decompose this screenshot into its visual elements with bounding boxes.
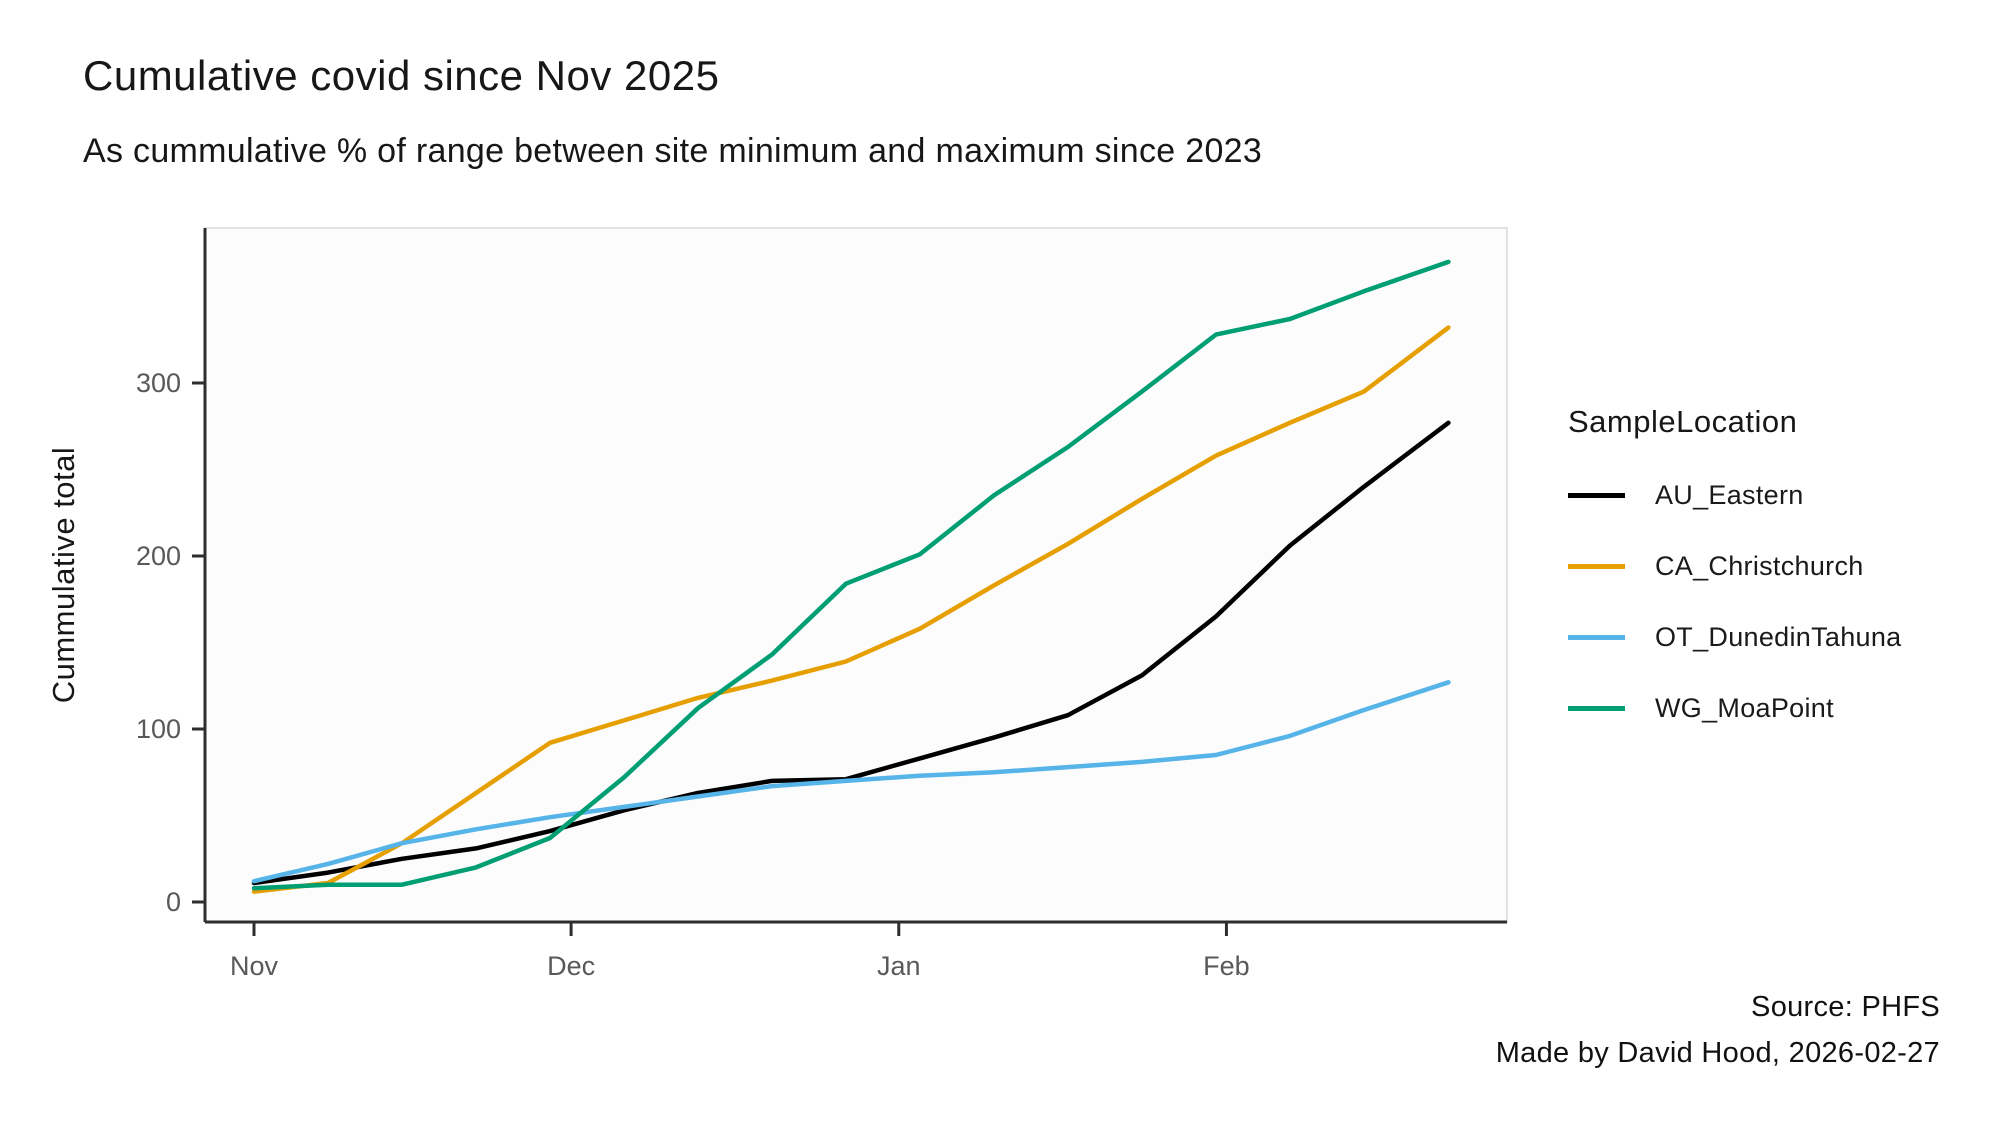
legend-line-swatch bbox=[1568, 706, 1625, 711]
legend-label: AU_Eastern bbox=[1655, 480, 1804, 510]
legend-label: CA_Christchurch bbox=[1655, 551, 1864, 581]
series-lines bbox=[251, 259, 1451, 894]
caption: Source: PHFS Made by David Hood, 2026-02… bbox=[1496, 984, 1940, 1077]
legend-line-swatch bbox=[1568, 635, 1625, 640]
series-line-WG_MoaPoint bbox=[251, 259, 1451, 891]
legend-item-WG_MoaPoint: WG_MoaPoint bbox=[1568, 693, 1901, 724]
chart-title: Cumulative covid since Nov 2025 bbox=[83, 52, 720, 99]
x-tick-label: Jan bbox=[877, 951, 921, 981]
legend-line-swatch bbox=[1568, 493, 1625, 498]
legend-item-OT_DunedinTahuna: OT_DunedinTahuna bbox=[1568, 622, 1901, 653]
x-tick-label: Feb bbox=[1203, 951, 1250, 981]
legend-item-AU_Eastern: AU_Eastern bbox=[1568, 480, 1901, 511]
y-tick-label: 100 bbox=[136, 714, 181, 744]
legend-items: AU_Eastern CA_Christchurch OT_DunedinTahun… bbox=[1568, 480, 1901, 764]
y-tick-label: 0 bbox=[166, 887, 181, 917]
caption-credit: Made by David Hood, 2026-02-27 bbox=[1495, 1037, 1940, 1070]
x-tick-label: Nov bbox=[230, 951, 279, 981]
x-tick-label: Dec bbox=[547, 951, 595, 981]
caption-source: Source: PHFS bbox=[1751, 991, 1940, 1023]
legend-title: SampleLocation bbox=[1568, 404, 1798, 439]
y-tick-label: 300 bbox=[136, 368, 181, 398]
series-line-OT_DunedinTahuna bbox=[251, 680, 1451, 884]
legend-item-CA_Christchurch: CA_Christchurch bbox=[1568, 551, 1901, 582]
axis-ticks: 0 100 200 300 Nov Dec Jan Feb bbox=[136, 368, 1250, 981]
chart-subtitle: As cummulative % of range between site m… bbox=[83, 132, 1263, 170]
series-line-CA_Christchurch bbox=[251, 325, 1451, 894]
plot-panel bbox=[204, 227, 1508, 923]
legend-label: OT_DunedinTahuna bbox=[1655, 622, 1902, 652]
y-tick-label: 200 bbox=[136, 541, 181, 571]
legend: SampleLocation AU_Eastern CA_Christchurch… bbox=[1568, 404, 1901, 764]
legend-label: WG_MoaPoint bbox=[1655, 693, 1834, 723]
legend-line-swatch bbox=[1568, 564, 1625, 569]
